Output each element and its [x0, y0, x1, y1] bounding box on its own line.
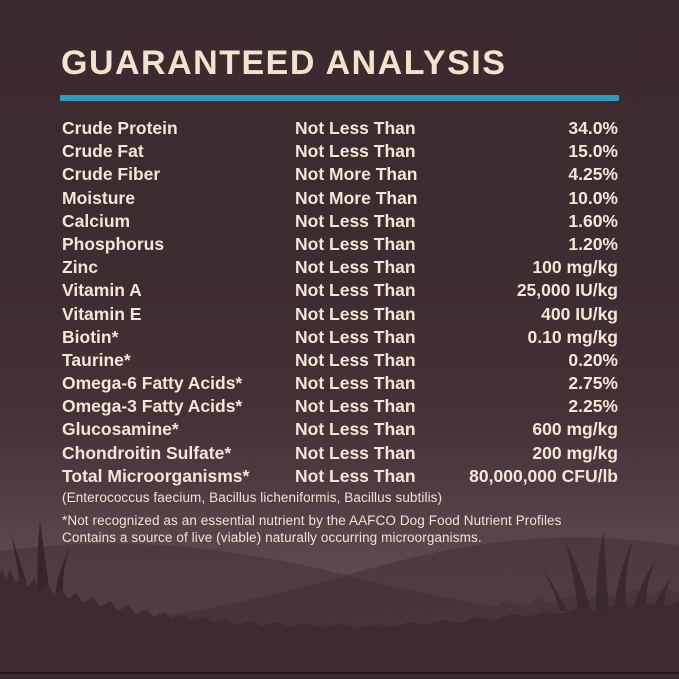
- table-row: Crude Fat Not Less Than 15.0%: [0, 140, 679, 163]
- table-row: Crude Fiber Not More Than 4.25%: [0, 163, 679, 186]
- nutrient-value: 2.25%: [568, 396, 618, 417]
- table-row: Moisture Not More Than 10.0%: [0, 187, 679, 210]
- table-row: Omega-3 Fatty Acids* Not Less Than 2.25%: [0, 395, 679, 418]
- table-row: Biotin* Not Less Than 0.10 mg/kg: [0, 326, 679, 349]
- nutrient-value: 1.60%: [568, 210, 618, 231]
- comparator-text: Not Less Than: [295, 210, 416, 231]
- comparator-text: Not Less Than: [295, 349, 416, 370]
- grass-front-layer: [0, 569, 679, 679]
- analysis-table: Crude Protein Not Less Than 34.0% Crude …: [0, 117, 679, 488]
- comparator-text: Not Less Than: [295, 419, 416, 440]
- nutrient-value: 0.10 mg/kg: [527, 326, 618, 347]
- comparator-text: Not More Than: [295, 187, 418, 208]
- comparator-text: Not Less Than: [295, 303, 416, 324]
- nutrient-name: Biotin*: [62, 326, 119, 347]
- comparator-text: Not Less Than: [295, 326, 416, 347]
- nutrient-name: Vitamin A: [62, 280, 142, 301]
- nutrient-value: 25,000 IU/kg: [516, 280, 618, 301]
- comparator-text: Not Less Than: [295, 280, 416, 301]
- comparator-text: Not Less Than: [295, 396, 416, 417]
- nutrient-value: 1.20%: [568, 233, 618, 254]
- comparator-text: Not Less Than: [295, 373, 416, 394]
- grass-hills-illustration: [0, 521, 679, 679]
- comparator-text: Not Less Than: [295, 141, 416, 162]
- comparator-text: Not Less Than: [295, 233, 416, 254]
- nutrient-name: Crude Fat: [62, 141, 144, 162]
- comparator-text: Not Less Than: [295, 118, 416, 138]
- nutrient-value: 4.25%: [568, 164, 618, 185]
- table-row: Crude Protein Not Less Than 34.0%: [0, 117, 679, 140]
- nutrient-value: 10.0%: [568, 187, 618, 208]
- table-row: Chondroitin Sulfate* Not Less Than 200 m…: [0, 442, 679, 465]
- nutrient-name: Crude Protein: [62, 118, 178, 138]
- table-row: Omega-6 Fatty Acids* Not Less Than 2.75%: [0, 372, 679, 395]
- nutrient-name: Total Microorganisms*: [62, 465, 250, 486]
- bottom-edge-shadow: [0, 672, 679, 674]
- nutrient-value: 200 mg/kg: [532, 442, 618, 463]
- nutrient-name: Moisture: [62, 187, 135, 208]
- nutrient-value: 80,000,000 CFU/lb: [469, 465, 618, 486]
- table-row: Phosphorus Not Less Than 1.20%: [0, 233, 679, 256]
- microorganism-species: (Enterococcus faecium, Bacillus lichenif…: [62, 490, 443, 505]
- nutrient-value: 100 mg/kg: [532, 257, 618, 278]
- title-divider: [60, 95, 619, 101]
- table-row: Zinc Not Less Than 100 mg/kg: [0, 256, 679, 279]
- table-row: Vitamin A Not Less Than 25,000 IU/kg: [0, 279, 679, 302]
- footnote-live-organisms: Contains a source of live (viable) natur…: [62, 530, 482, 545]
- nutrient-name: Calcium: [62, 210, 131, 231]
- nutrient-value: 15.0%: [568, 141, 618, 162]
- comparator-text: Not Less Than: [295, 257, 416, 278]
- nutrient-name: Omega-6 Fatty Acids*: [62, 373, 243, 394]
- nutrient-name: Phosphorus: [62, 233, 165, 254]
- nutrient-name: Zinc: [62, 257, 98, 278]
- table-row: Taurine* Not Less Than 0.20%: [0, 349, 679, 372]
- bottom-edge-strip: [0, 674, 679, 679]
- nutrient-value: 0.20%: [568, 349, 618, 370]
- page-title: GUARANTEED ANALYSIS: [61, 44, 507, 82]
- nutrient-value: 600 mg/kg: [532, 419, 618, 440]
- comparator-text: Not More Than: [295, 164, 418, 185]
- table-row: Glucosamine* Not Less Than 600 mg/kg: [0, 418, 679, 441]
- table-row: Total Microorganisms* Not Less Than 80,0…: [0, 465, 679, 488]
- table-row: Calcium Not Less Than 1.60%: [0, 210, 679, 233]
- nutrient-name: Crude Fiber: [62, 164, 161, 185]
- nutrient-value: 400 IU/kg: [541, 303, 618, 324]
- nutrient-value: 2.75%: [568, 373, 618, 394]
- nutrient-name: Taurine*: [62, 349, 131, 370]
- nutrient-name: Vitamin E: [62, 303, 142, 324]
- comparator-text: Not Less Than: [295, 442, 416, 463]
- nutrient-name: Omega-3 Fatty Acids*: [62, 396, 243, 417]
- nutrient-value: 34.0%: [568, 118, 618, 138]
- footnote-aafco: *Not recognized as an essential nutrient…: [62, 513, 562, 528]
- comparator-text: Not Less Than: [295, 465, 416, 486]
- nutrient-name: Glucosamine*: [62, 419, 179, 440]
- nutrient-name: Chondroitin Sulfate*: [62, 442, 232, 463]
- table-row: Vitamin E Not Less Than 400 IU/kg: [0, 303, 679, 326]
- footnotes: *Not recognized as an essential nutrient…: [62, 512, 622, 546]
